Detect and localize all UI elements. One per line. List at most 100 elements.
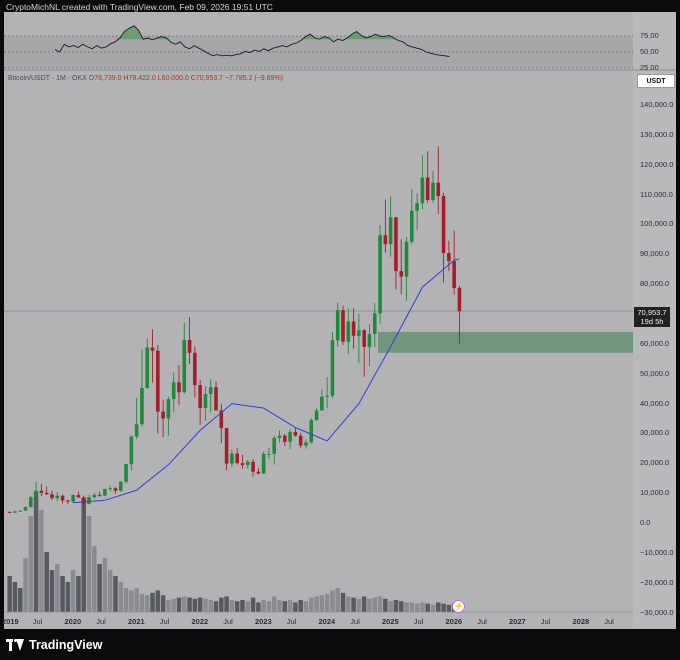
volume-bar (150, 592, 155, 612)
lightning-icon[interactable]: ⚡ (452, 600, 465, 613)
candle-countdown: 19d 5h (640, 317, 664, 326)
candle (372, 303, 377, 348)
volume-bar (129, 590, 134, 612)
tradingview-logo[interactable]: TradingView (6, 638, 102, 652)
candle (436, 146, 441, 214)
candle-body (288, 431, 292, 442)
volume-bar (92, 546, 97, 612)
candle (410, 188, 414, 245)
time-tick-label: Jul (286, 617, 297, 626)
candle (50, 490, 54, 501)
candle-body (145, 347, 150, 389)
candle (60, 494, 65, 504)
candle-body (410, 210, 414, 242)
candle-body (18, 510, 23, 512)
volume-bar (17, 588, 23, 612)
chart-header: CryptoMichNL created with TradingView.co… (6, 2, 273, 12)
candle-body (357, 330, 361, 336)
candle (420, 155, 425, 210)
candle-body (182, 339, 187, 393)
candle (441, 192, 446, 283)
price-tick-label: 80,000.0 (640, 279, 670, 289)
candle-body (235, 453, 239, 464)
candle (23, 506, 28, 511)
candle (39, 483, 44, 496)
candle-body (383, 235, 388, 245)
candle (267, 447, 271, 460)
volume-bar (261, 600, 266, 612)
volume-bar (245, 601, 251, 612)
volume-bars (7, 492, 462, 612)
time-tick-label: 2022 (191, 617, 209, 626)
currency-label[interactable]: USDT (637, 74, 675, 88)
candle (283, 434, 287, 446)
candle (161, 399, 165, 438)
candle-body (156, 350, 160, 412)
volume-bar (166, 600, 171, 612)
candle-body (81, 497, 86, 504)
candle (378, 225, 382, 324)
brand-name: TradingView (29, 638, 103, 652)
support-zone-rect[interactable] (378, 331, 633, 353)
time-tick-label: Jul (540, 617, 551, 626)
candle (240, 454, 245, 469)
volume-bar (39, 510, 44, 612)
candle-body (7, 511, 12, 513)
time-tick-label: Jul (350, 617, 360, 626)
volume-bar (409, 602, 415, 612)
volume-bar (356, 598, 362, 612)
price-tick-label: −10,000.0 (640, 547, 674, 557)
candle (245, 460, 250, 469)
volume-bar (277, 600, 282, 612)
candle-body (420, 177, 425, 204)
time-tick-label: 2019 (2, 617, 19, 626)
price-tick-label: 120,000.0 (640, 159, 674, 169)
candle-body (399, 271, 404, 277)
candle-body (314, 410, 319, 420)
candle-body (425, 177, 430, 200)
candle-body (76, 495, 81, 498)
candle (219, 403, 224, 444)
candle (55, 491, 60, 502)
instrument-legend[interactable]: Bitcoin/USDT · 1M · OKX O78,739.0 H79,42… (8, 75, 283, 82)
candle-body (66, 500, 70, 502)
candle-body (71, 495, 75, 502)
volume-bar (49, 570, 55, 612)
volume-bar (271, 596, 277, 612)
candle (7, 511, 12, 514)
candle (113, 487, 118, 494)
volume-bar (256, 602, 261, 612)
volume-bar (398, 601, 404, 612)
volume-bar (55, 564, 60, 612)
candle-body (452, 261, 456, 288)
volume-bar (404, 602, 409, 612)
candle (298, 432, 303, 448)
candle-body (87, 497, 91, 504)
candle (452, 230, 456, 295)
candle-body (193, 352, 197, 386)
candle (235, 447, 239, 465)
time-tick-label: 2028 (572, 617, 590, 626)
candle (171, 372, 176, 412)
candle-body (224, 428, 229, 464)
volume-bar (102, 558, 108, 612)
volume-bar (155, 590, 161, 612)
price-tick-label: 110,000.0 (640, 189, 673, 199)
candle (134, 397, 139, 440)
candle-body (293, 431, 298, 436)
candle (447, 240, 451, 272)
time-tick-label: 2025 (382, 617, 399, 626)
candle (177, 365, 181, 405)
candle (335, 302, 340, 347)
candle-body (240, 463, 245, 466)
candle (357, 314, 361, 364)
candle (145, 338, 150, 389)
volume-bar (335, 588, 340, 612)
candle (394, 216, 398, 290)
candle (193, 346, 197, 398)
volume-bar (441, 603, 446, 612)
tradingview-logo-icon (6, 639, 24, 651)
candle (29, 496, 33, 508)
volume-bar (346, 596, 351, 612)
